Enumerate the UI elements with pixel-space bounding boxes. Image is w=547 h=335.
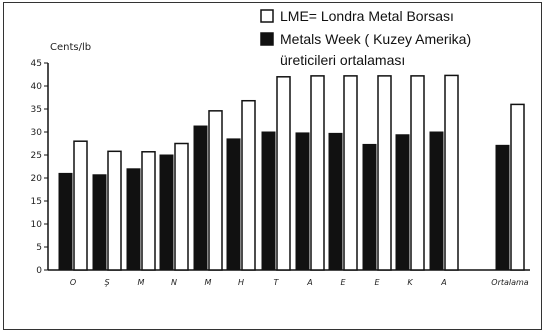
bar-metals-week [159, 154, 174, 271]
y-tick-label: 5 [36, 243, 42, 253]
bar-lme [73, 140, 88, 271]
bar-lme [510, 103, 525, 271]
bar-metals-week [295, 132, 310, 271]
y-tick-label: 45 [31, 59, 42, 69]
bar-metals-week [193, 125, 208, 271]
y-tick-label: 35 [31, 105, 42, 115]
legend-swatch-lme [260, 9, 274, 23]
bar-lme [377, 75, 392, 271]
bar-lme [241, 99, 256, 271]
x-tick-label: H [238, 278, 244, 287]
x-tick-label: N [171, 278, 177, 287]
x-tick-label: A [306, 278, 312, 287]
bar-metals-week [429, 131, 444, 271]
legend-label-metals-week: Metals Week ( Kuzey Amerika) [280, 31, 471, 47]
y-tick-label: 20 [31, 174, 43, 184]
bar-metals-week [395, 134, 410, 271]
x-tick-label: M [205, 278, 212, 287]
y-tick-label: 15 [31, 197, 42, 207]
tick-labels: 0 5 10 15 20 25 30 35 40 45 O Ş M N M H T A E E K A Ortalama [31, 59, 529, 287]
bar-lme [107, 150, 122, 271]
bar-metals-week [261, 131, 276, 271]
x-tick-label: A [440, 278, 446, 287]
bar-metals-week [328, 132, 343, 271]
y-tick-label: 10 [31, 220, 43, 230]
bar-lme [276, 76, 291, 271]
bar-metals-week [362, 143, 377, 271]
y-tick-label: 40 [31, 82, 43, 92]
y-tick-label: 30 [31, 128, 43, 138]
y-axis-unit-label: Cents/lb [50, 42, 91, 53]
y-tick-label: 25 [31, 151, 42, 161]
bar-metals-week [58, 172, 73, 271]
x-tick-label: Ortalama [491, 278, 529, 287]
bar-lme [343, 75, 358, 271]
bars [58, 74, 525, 271]
bar-lme [410, 75, 425, 271]
x-tick-label: E [340, 278, 346, 287]
x-tick-label: E [374, 278, 380, 287]
x-tick-label: Ş [104, 278, 109, 287]
legend: LME= Londra Metal Borsası Metals Week ( … [260, 8, 471, 68]
x-tick-label: M [138, 278, 145, 287]
bar-lme [141, 151, 156, 271]
legend-swatch-metals-week [260, 32, 274, 46]
bar-metals-week [226, 138, 241, 271]
bar-lme [174, 142, 189, 271]
y-tick-label: 0 [36, 266, 42, 276]
bar-lme [208, 110, 223, 271]
x-tick-label: K [407, 278, 413, 287]
legend-label-metals-week-line2: üreticileri ortalaması [280, 52, 405, 68]
bar-lme [444, 74, 459, 271]
bar-metals-week [495, 144, 510, 271]
bar-metals-week [92, 174, 107, 271]
legend-label-lme: LME= Londra Metal Borsası [280, 8, 454, 24]
x-tick-label: T [274, 278, 280, 287]
x-tick-label: O [70, 278, 76, 287]
bar-metals-week [126, 168, 141, 271]
bar-lme [310, 75, 325, 271]
